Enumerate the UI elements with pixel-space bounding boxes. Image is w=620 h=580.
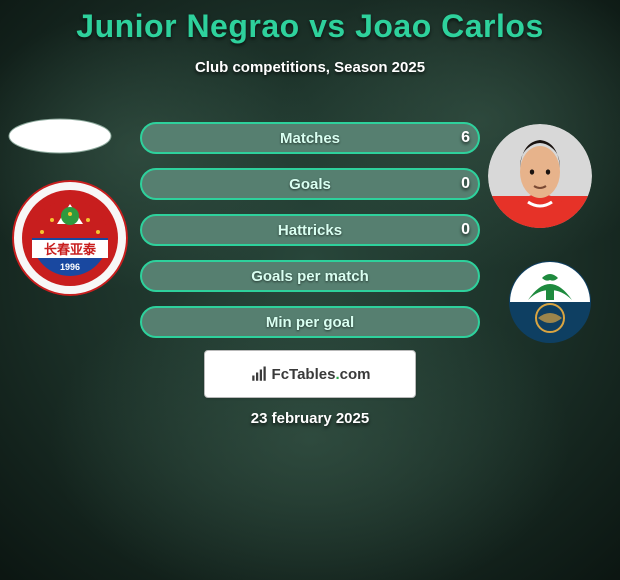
attribution-text: FcTables.com bbox=[272, 366, 371, 383]
stat-pill: Goals bbox=[140, 168, 480, 200]
stat-row-gpm: Goals per match bbox=[0, 258, 620, 304]
stat-row-mpg: Min per goal bbox=[0, 304, 620, 350]
attribution-prefix: FcTables bbox=[272, 366, 336, 383]
stats-container: Matches 6 Goals 0 Hattricks 0 Goals per … bbox=[0, 120, 620, 350]
stat-row-goals: Goals 0 bbox=[0, 166, 620, 212]
stat-right-value bbox=[430, 306, 470, 338]
stat-label: Goals bbox=[289, 176, 331, 193]
stat-right-value: 0 bbox=[430, 214, 470, 246]
attribution-box[interactable]: FcTables.com bbox=[204, 350, 416, 398]
stat-label: Matches bbox=[280, 130, 340, 147]
stat-right-value: 0 bbox=[430, 168, 470, 200]
stat-label: Goals per match bbox=[251, 268, 369, 285]
date-text: 23 february 2025 bbox=[0, 410, 620, 427]
stat-pill: Hattricks bbox=[140, 214, 480, 246]
attribution-suffix: com bbox=[340, 366, 371, 383]
stat-right-value: 6 bbox=[430, 122, 470, 154]
page-title: Junior Negrao vs Joao Carlos bbox=[0, 0, 620, 45]
stat-pill: Matches bbox=[140, 122, 480, 154]
stat-right-value bbox=[430, 260, 470, 292]
bar-chart-icon bbox=[250, 365, 268, 383]
stat-label: Hattricks bbox=[278, 222, 342, 239]
stat-pill: Goals per match bbox=[140, 260, 480, 292]
stat-pill: Min per goal bbox=[140, 306, 480, 338]
stat-label: Min per goal bbox=[266, 314, 354, 331]
stat-row-hattricks: Hattricks 0 bbox=[0, 212, 620, 258]
stat-row-matches: Matches 6 bbox=[0, 120, 620, 166]
subtitle: Club competitions, Season 2025 bbox=[0, 59, 620, 76]
